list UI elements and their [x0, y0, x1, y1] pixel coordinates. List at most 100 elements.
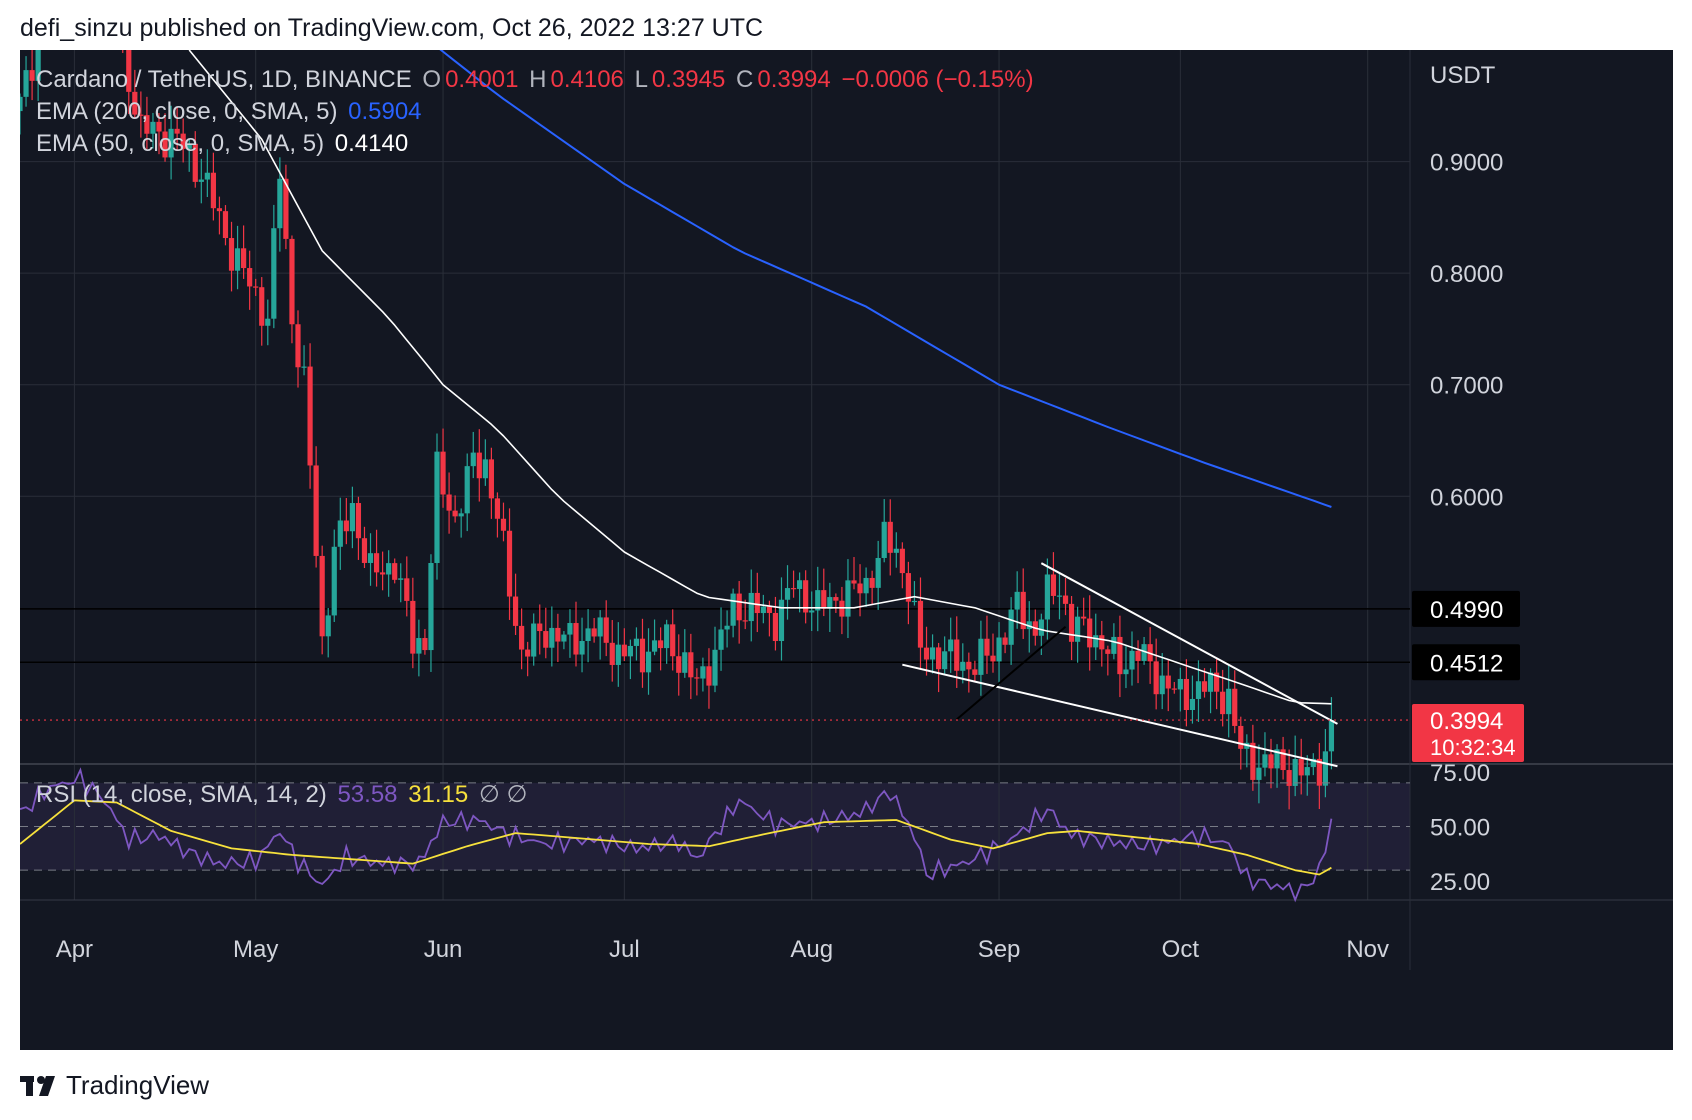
trend-line — [1040, 562, 1338, 725]
candle-body — [754, 592, 760, 614]
candle-body — [410, 600, 416, 654]
candle-body — [1068, 603, 1075, 642]
candle-body — [603, 617, 609, 643]
chart-canvas[interactable]: Apr May Jun Jul Aug Sep Oct Nov 0.9000 0.8000 0.70… — [20, 50, 1673, 1050]
candle-body — [1280, 749, 1286, 771]
candle-body — [833, 597, 839, 601]
candle-body — [283, 178, 289, 239]
candle-body — [1310, 758, 1316, 768]
candle-body — [869, 577, 875, 588]
candle-body — [367, 553, 374, 563]
candle-body — [476, 452, 482, 479]
candle-body — [373, 553, 380, 573]
candle-body — [210, 172, 216, 209]
candle-countdown: 10:32:34 — [1430, 735, 1516, 760]
price-level-label: 0.4990 — [1430, 597, 1503, 624]
candle-body — [277, 178, 283, 229]
candle-body — [144, 115, 150, 134]
candle-body — [706, 666, 712, 686]
candle-body — [1207, 672, 1214, 692]
candle-body — [881, 521, 887, 558]
high-value: 0.4106 — [550, 66, 624, 93]
symbol-title[interactable]: Cardano / TetherUS, 1D, BINANCE — [36, 66, 412, 93]
trend-line — [956, 626, 1067, 721]
candle-body — [597, 617, 603, 637]
candle-body — [1232, 688, 1238, 726]
candle-body — [760, 606, 766, 614]
candle-body — [1298, 759, 1304, 776]
ema50-label[interactable]: EMA (50, close, 0, SMA, 5) — [36, 130, 325, 157]
low-label: L — [634, 66, 648, 93]
footer-brand: TradingView — [20, 1070, 209, 1101]
candle-body — [355, 503, 362, 539]
candle-body — [645, 651, 652, 673]
candle-body — [174, 128, 180, 134]
ema200-legend-row: EMA (200, close, 0, SMA, 5) 0.5904 — [36, 98, 426, 126]
candle-body — [519, 625, 525, 650]
candle-body — [1002, 637, 1008, 645]
candle-body — [688, 652, 694, 678]
candle-body — [186, 143, 192, 149]
candle-body — [1111, 636, 1117, 654]
candle-body — [984, 638, 990, 656]
candle-body — [1020, 591, 1026, 630]
candle-body — [1153, 661, 1159, 695]
candle-body — [1316, 758, 1322, 786]
close-label: C — [736, 66, 754, 93]
candle-body — [331, 546, 337, 616]
candle-body — [1214, 672, 1220, 692]
open-value: 0.4001 — [445, 66, 519, 93]
candle-body — [621, 644, 627, 657]
x-axis: Apr May Jun Jul Aug Sep Oct Nov — [56, 50, 1389, 963]
x-tick-label: Jul — [609, 936, 640, 963]
x-tick-label: Aug — [790, 936, 833, 963]
candle-body — [658, 640, 664, 649]
candle-body — [996, 637, 1002, 662]
candle-body — [1159, 675, 1165, 695]
candle-body — [1056, 595, 1063, 597]
candle-body — [1081, 616, 1087, 619]
candle-body — [972, 669, 978, 675]
candle-body — [839, 600, 845, 617]
candle-body — [730, 593, 736, 626]
trend-line — [902, 663, 1338, 768]
candle-body — [960, 661, 966, 671]
candle-body — [1038, 619, 1044, 636]
ema200-label[interactable]: EMA (200, close, 0, SMA, 5) — [36, 98, 338, 125]
candle-body — [265, 318, 271, 326]
candle-body — [1328, 720, 1335, 752]
candle-body — [543, 631, 549, 648]
candle-body — [1292, 759, 1298, 786]
ema50-line — [188, 50, 1332, 705]
chart-panel[interactable]: Apr May Jun Jul Aug Sep Oct Nov 0.9000 0.8000 0.70… — [20, 50, 1673, 1050]
x-tick-label: Oct — [1162, 936, 1200, 963]
candle-body — [325, 615, 331, 637]
candle-body — [893, 548, 899, 553]
candle-body — [990, 655, 996, 662]
candle-body — [579, 641, 585, 655]
candle-body — [337, 520, 343, 547]
candle-body — [827, 597, 833, 609]
candle-body — [555, 627, 561, 642]
candle-body — [482, 459, 488, 479]
candle-body — [525, 649, 531, 657]
candle-body — [887, 521, 893, 553]
candle-body — [446, 494, 452, 511]
candle-body — [512, 596, 519, 626]
candle-body — [319, 555, 325, 637]
candle-body — [633, 638, 640, 646]
candle-body — [585, 628, 591, 642]
candle-body — [392, 563, 398, 580]
candle-body — [259, 287, 265, 326]
candle-body — [1087, 618, 1093, 648]
rsi-label[interactable]: RSI (14, close, SMA, 14, 2) — [36, 781, 327, 808]
candle-body — [422, 638, 428, 651]
candle-body — [452, 510, 458, 517]
candle-body — [790, 588, 797, 590]
price-level-label: 0.4512 — [1430, 650, 1503, 677]
candle-body — [434, 451, 440, 563]
last-price-badge — [1412, 704, 1524, 763]
symbol-legend-row: Cardano / TetherUS, 1D, BINANCE O 0.4001 … — [36, 66, 1038, 94]
candle-body — [1250, 742, 1256, 780]
candle-body — [778, 599, 785, 642]
